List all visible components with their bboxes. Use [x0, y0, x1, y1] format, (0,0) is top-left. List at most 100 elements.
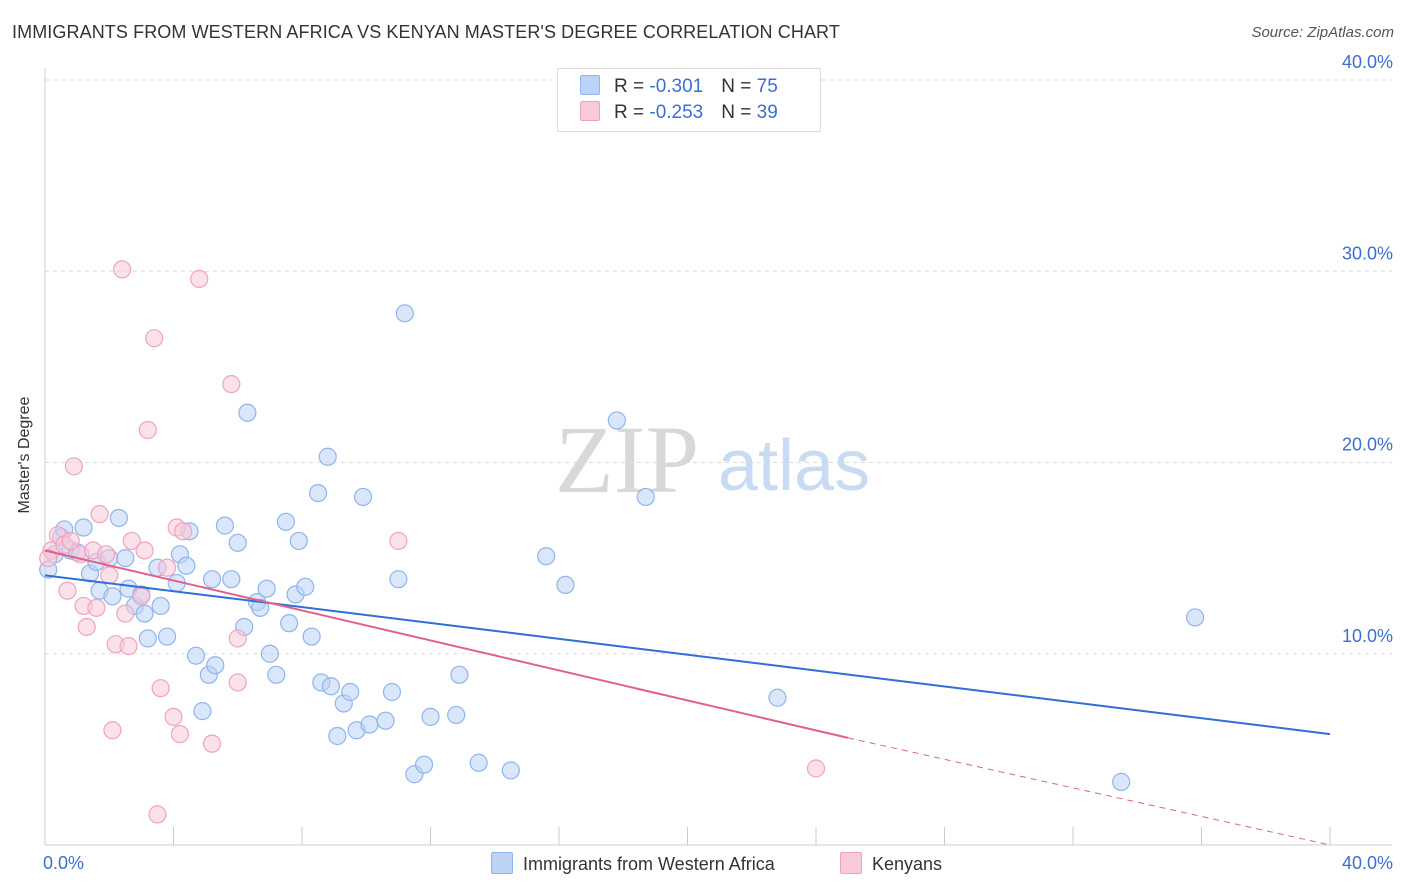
point-kenyans [122, 531, 141, 551]
correlation-legend: R = -0.301 N = 75 R = -0.253 N = 39 [557, 68, 821, 132]
point-western-africa [501, 761, 520, 780]
axes [44, 68, 1392, 846]
source-label: Source: ZipAtlas.com [1251, 24, 1394, 41]
point-western-africa [116, 549, 135, 568]
point-western-africa [186, 646, 206, 665]
legend-swatch-blue [580, 75, 600, 95]
point-kenyans [58, 581, 77, 600]
point-western-africa [450, 665, 469, 684]
point-western-africa [768, 688, 787, 707]
point-western-africa [389, 570, 408, 589]
point-kenyans [222, 374, 241, 394]
point-western-africa [157, 627, 177, 646]
watermark-zip: ZIP [555, 406, 699, 513]
point-kenyans [151, 679, 170, 698]
trend-line-western-africa [44, 574, 1331, 736]
bottom-legend-label: Kenyans [872, 854, 943, 874]
point-western-africa [556, 575, 575, 595]
point-kenyans [116, 604, 135, 623]
point-western-africa [251, 598, 270, 617]
legend-swatch-pink [580, 101, 600, 121]
legend-row-western-africa: R = -0.301 N = 75 [580, 75, 778, 99]
x-tick-label: 40.0% [1342, 853, 1393, 873]
point-kenyans [138, 420, 157, 440]
legend-n-label: N = [721, 102, 757, 123]
y-axis-label: Master's Degree [16, 396, 33, 514]
point-kenyans [228, 629, 247, 648]
data-points [39, 260, 1205, 824]
point-western-africa [636, 487, 655, 507]
watermark: ZIP atlas [555, 406, 870, 513]
y-tick-label: 30.0% [1342, 243, 1393, 263]
legend-n-value: 75 [756, 76, 778, 97]
point-kenyans [119, 636, 138, 656]
point-western-africa [341, 682, 360, 702]
point-kenyans [61, 531, 80, 551]
legend-r-label: R = [614, 102, 650, 123]
point-western-africa [109, 508, 128, 528]
point-western-africa [257, 579, 276, 598]
point-kenyans [389, 531, 408, 551]
point-kenyans [202, 734, 222, 753]
point-western-africa [414, 755, 434, 774]
bottom-legend-swatch-blue [491, 852, 513, 874]
legend-r-value: -0.253 [649, 102, 704, 123]
point-kenyans [100, 566, 119, 585]
point-western-africa [537, 547, 556, 566]
point-western-africa [302, 627, 321, 646]
point-kenyans [77, 617, 96, 637]
point-western-africa [328, 726, 347, 746]
point-western-africa [276, 512, 296, 531]
point-western-africa [135, 604, 154, 623]
point-western-africa [447, 705, 466, 725]
point-western-africa [193, 702, 212, 721]
bottom-legend-western-africa: Immigrants from Western Africa [491, 852, 775, 875]
trend-line-kenyans-extrapolated [848, 737, 1331, 846]
point-western-africa [260, 644, 279, 663]
bottom-legend-label: Immigrants from Western Africa [523, 854, 775, 874]
point-kenyans [174, 522, 193, 541]
point-western-africa [376, 711, 395, 730]
tick-labels: 10.0% 20.0% 30.0% 40.0% 0.0% 40.0% [43, 52, 1393, 873]
point-western-africa [289, 531, 308, 551]
point-western-africa [382, 682, 402, 702]
point-western-africa [308, 484, 328, 503]
point-western-africa [1112, 772, 1131, 791]
point-kenyans [190, 269, 209, 288]
point-western-africa [353, 487, 373, 507]
point-kenyans [145, 329, 164, 348]
point-western-africa [395, 304, 414, 323]
point-western-africa [321, 677, 341, 696]
legend-r-value: -0.301 [649, 76, 704, 97]
point-kenyans [96, 545, 116, 564]
y-tick-label: 10.0% [1342, 626, 1393, 646]
y-tick-label: 40.0% [1342, 52, 1393, 72]
point-western-africa [421, 707, 440, 726]
x-tick-label: 0.0% [43, 853, 84, 873]
point-kenyans [112, 260, 132, 279]
point-western-africa [1185, 608, 1205, 627]
point-western-africa [469, 753, 488, 772]
legend-r-label: R = [614, 76, 650, 97]
point-kenyans [157, 558, 177, 577]
trend-line-kenyans [44, 549, 849, 739]
point-kenyans [90, 505, 109, 524]
chart-title: IMMIGRANTS FROM WESTERN AFRICA VS KENYAN… [12, 22, 840, 42]
trend-lines [44, 549, 1331, 846]
bottom-legend-kenyans: Kenyans [840, 852, 942, 875]
legend-row-kenyans: R = -0.253 N = 39 [580, 101, 778, 125]
point-western-africa [222, 570, 241, 589]
point-kenyans [806, 759, 826, 778]
point-western-africa [238, 403, 257, 422]
point-western-africa [267, 665, 286, 684]
point-western-africa [206, 656, 225, 675]
point-western-africa [280, 614, 299, 633]
bottom-legend-swatch-pink [840, 852, 862, 874]
point-western-africa [151, 596, 170, 616]
point-kenyans [170, 724, 190, 744]
point-western-africa [607, 411, 626, 430]
point-western-africa [296, 577, 315, 596]
legend-n-value: 39 [756, 102, 778, 123]
point-kenyans [87, 598, 106, 617]
